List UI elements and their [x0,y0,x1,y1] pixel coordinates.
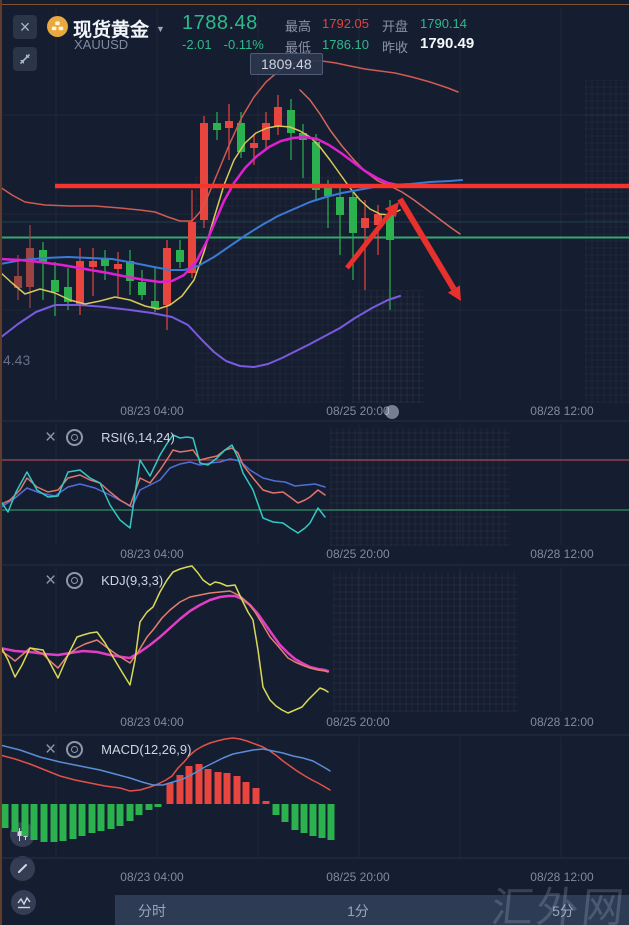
indicator-line-icon [16,896,31,908]
timeframe-tick[interactable]: 分时 [138,903,166,919]
kdj-settings-button[interactable] [66,572,84,589]
background-building-decor [333,572,518,712]
x-tick: 08/23 04:00 [120,715,184,729]
background-building-decor [352,290,424,403]
collapse-button[interactable] [13,47,37,71]
x-tick: 08/23 04:00 [120,870,184,884]
window-left-border [0,0,2,925]
stat-label-open: 开盘 [382,19,409,34]
background-building-decor [330,428,510,546]
price-change-percent: -0.11% [223,37,264,52]
kdj-panel-header: × KDJ(9,3,3) [45,571,163,590]
kdj-title: KDJ(9,3,3) [101,573,164,588]
remove-rsi-button[interactable]: × [45,427,57,448]
x-tick: 08/23 04:00 [120,547,184,561]
stat-value-low: 1786.10 [322,37,369,52]
gold-coin-icon [47,16,68,37]
collapse-arrows-icon [19,53,31,65]
draw-tool-button[interactable] [10,856,35,881]
timeframe-1min[interactable]: 1分 [347,903,369,919]
timeframe-5min[interactable]: 5分 [552,903,574,919]
close-icon: × [19,17,31,37]
price-level-label: 4.43 [3,352,31,368]
gear-icon [71,746,79,753]
remove-macd-button[interactable]: × [45,739,57,760]
gear-icon [71,434,79,441]
macd-settings-button[interactable] [66,741,84,758]
stat-value-high: 1792.05 [322,16,369,31]
remove-kdj-button[interactable]: × [45,570,57,591]
x-tick: 08/25 20:00 [326,715,390,729]
timeframe-toolbar [115,895,629,925]
background-building-decor [585,80,629,403]
rsi-panel-header: × RSI(6,14,24) [45,428,175,447]
stat-label-high: 最高 [285,19,312,34]
chevron-down-icon: ▼ [156,23,165,34]
peak-price-label: 1809.48 [250,53,323,75]
last-price: 1788.48 [182,12,258,34]
x-tick: 08/28 12:00 [530,870,594,884]
pencil-icon [18,864,27,873]
x-tick: 08/25 20:00 [326,404,390,418]
x-tick: 08/28 12:00 [530,404,594,418]
indicator-button[interactable] [11,890,36,915]
watermark-dot [385,405,399,419]
x-tick: 08/28 12:00 [530,547,594,561]
stat-value-prev-close: 1790.49 [420,35,475,52]
x-tick: 08/25 20:00 [326,870,390,884]
window-top-border [0,4,629,5]
price-change: -2.01 [182,37,212,52]
symbol-selector[interactable]: 现货黄金 ▼ [73,15,165,42]
gear-icon [71,577,79,584]
symbol-name: 现货黄金 [73,20,150,41]
symbol-code: XAUUSD [74,37,129,52]
macd-title: MACD(12,26,9) [101,742,192,757]
stat-value-open: 1790.14 [420,16,467,31]
stat-label-prev-close: 昨收 [382,40,409,55]
macd-panel-header: × MACD(12,26,9) [45,740,191,759]
site-watermark: 汇外网 [489,884,629,925]
close-chart-button[interactable]: × [13,15,37,39]
x-tick: 08/25 20:00 [326,547,390,561]
x-tick: 08/23 04:00 [120,404,184,418]
rsi-title: RSI(6,14,24) [101,430,175,445]
stat-label-low: 最低 [285,40,312,55]
x-tick: 08/28 12:00 [530,715,594,729]
rsi-settings-button[interactable] [66,429,84,446]
